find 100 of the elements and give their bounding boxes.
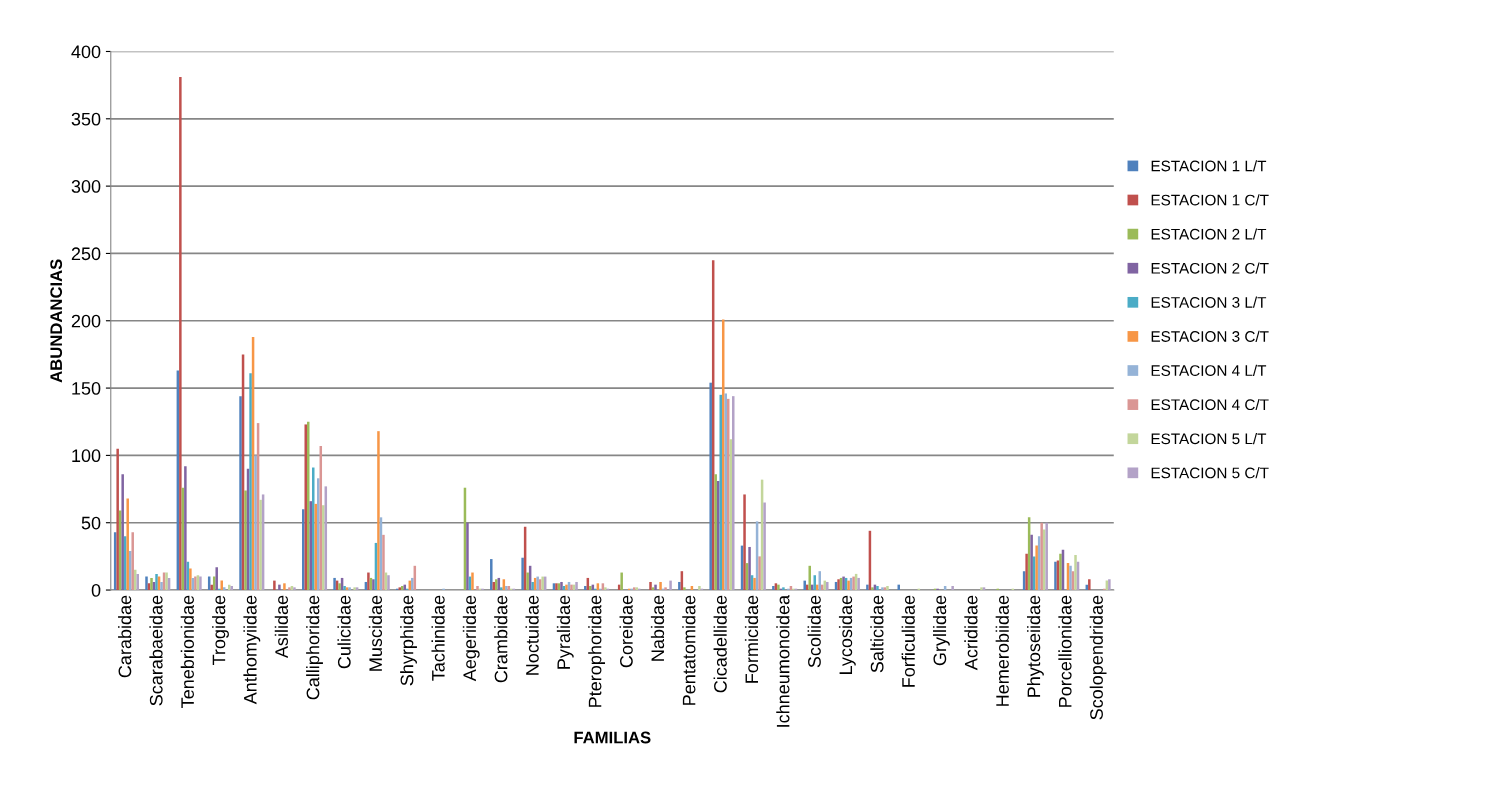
x-tick-label: Culicidae: [337, 595, 351, 669]
bar: [743, 494, 746, 591]
x-tick-label: Calliphoridae: [306, 595, 323, 700]
bar: [526, 572, 529, 591]
bar: [808, 565, 811, 591]
legend-label: ESTACION 3 C/T: [1151, 330, 1269, 342]
x-tick-label: Scarabaeidae: [149, 595, 163, 706]
bar: [466, 522, 469, 591]
x-tick-label: Crambidae: [494, 595, 508, 683]
bar: [584, 586, 587, 591]
x-tick-label: Anthomyiidae: [243, 595, 261, 705]
x-tick-label: Hemerobiidae: [995, 595, 1009, 706]
bar: [126, 498, 129, 591]
bar: [322, 505, 325, 591]
bar: [758, 556, 761, 591]
bar: [729, 439, 732, 591]
bar: [367, 572, 370, 591]
bar: [309, 501, 312, 591]
x-tick-label: Tenebrionidae: [180, 595, 194, 708]
x-tick-label: Ichneumonoidea: [776, 594, 790, 727]
bar: [709, 382, 712, 591]
bar: [669, 580, 672, 591]
bar: [1035, 545, 1038, 591]
bar: [249, 373, 252, 591]
bar: [803, 580, 806, 591]
x-tick-label: Muscidae: [368, 595, 383, 671]
bar: [1074, 555, 1077, 591]
bar: [189, 568, 192, 591]
y-tick-label: 50: [81, 516, 101, 530]
legend-label: ESTACION 4 L/T: [1151, 364, 1267, 377]
bar: [732, 396, 735, 591]
bar: [813, 575, 817, 591]
bar: [259, 499, 262, 591]
legend-label: ESTACION 4 C/T: [1151, 398, 1269, 411]
bar: [821, 584, 824, 591]
x-tick-label: Scoliidae: [807, 595, 821, 668]
bar: [312, 467, 315, 591]
bar: [1030, 534, 1033, 591]
x-tick-label: Trogidae: [212, 595, 229, 666]
bar: [1025, 553, 1028, 591]
legend-label: ESTACION 1 C/T: [1151, 194, 1269, 206]
y-tick-label: 100: [72, 449, 101, 463]
bar: [748, 546, 751, 591]
bar: [649, 581, 652, 591]
x-axis-title: FAMILIAS: [574, 731, 651, 744]
bar: [210, 584, 213, 591]
x-tick-label: Phytoseiidae: [1026, 595, 1044, 697]
bar: [724, 393, 727, 591]
bar: [239, 396, 242, 591]
x-tick-label: Scolopendridae: [1089, 595, 1107, 720]
x-tick-label: Pterophoridae: [588, 595, 606, 707]
x-tick-label: Shyrphidae: [400, 595, 417, 686]
x-tick-label: Pyralidae: [556, 595, 574, 669]
bar: [951, 586, 954, 591]
y-tick-label: 350: [71, 112, 101, 126]
y-tick-label: 200: [71, 314, 101, 328]
y-tick-label: 0: [91, 583, 101, 597]
bar: [220, 580, 223, 591]
x-tick-label: Acrididae: [964, 595, 978, 671]
legend-label: ESTACION 2 C/T: [1151, 262, 1269, 274]
x-tick-label: Asilidae: [274, 595, 289, 659]
bar: [763, 502, 766, 591]
bar: [215, 567, 218, 591]
legend-label: ESTACION 2 L/T: [1151, 228, 1267, 240]
bar: [131, 532, 134, 591]
bar: [816, 584, 819, 591]
bar: [377, 431, 380, 591]
x-tick-label: Pentatomidae: [682, 595, 696, 705]
bar: [683, 587, 686, 591]
y-tick-label: 250: [71, 247, 101, 261]
legend-label: ESTACION 3 L/T: [1151, 296, 1267, 308]
y-tick-label: 400: [71, 45, 101, 59]
y-tick-label: 150: [72, 382, 101, 395]
bar: [179, 77, 182, 591]
bar: [317, 478, 320, 591]
bar: [382, 534, 385, 591]
x-tick-label: Coreidae: [619, 595, 633, 668]
bar: [897, 584, 901, 591]
bar: [283, 583, 286, 591]
bar: [521, 557, 524, 591]
bar: [714, 474, 717, 591]
bar: [659, 581, 662, 591]
bar: [278, 584, 281, 591]
x-tick-label: Noctuidae: [525, 595, 539, 675]
x-tick-label: Tachinidae: [431, 595, 445, 681]
x-tick-label: Salticidae: [870, 595, 884, 673]
bar: [471, 572, 474, 591]
y-axis-title: ABUNDANCIAS: [50, 259, 63, 383]
bar: [1088, 579, 1091, 591]
x-tick-label: Porcellionidae: [1058, 595, 1072, 707]
bar: [136, 573, 139, 591]
bar: [145, 576, 148, 591]
bar: [150, 577, 153, 591]
bar: [244, 490, 247, 591]
bar: [1040, 522, 1043, 591]
legend-label: ESTACION 5 L/T: [1151, 433, 1267, 445]
x-tick-label: Aegeriidae: [462, 595, 480, 682]
x-tick-label: Formicidae: [744, 595, 759, 683]
x-tick-label: Lycosidae: [838, 595, 856, 675]
bar: [678, 581, 681, 591]
